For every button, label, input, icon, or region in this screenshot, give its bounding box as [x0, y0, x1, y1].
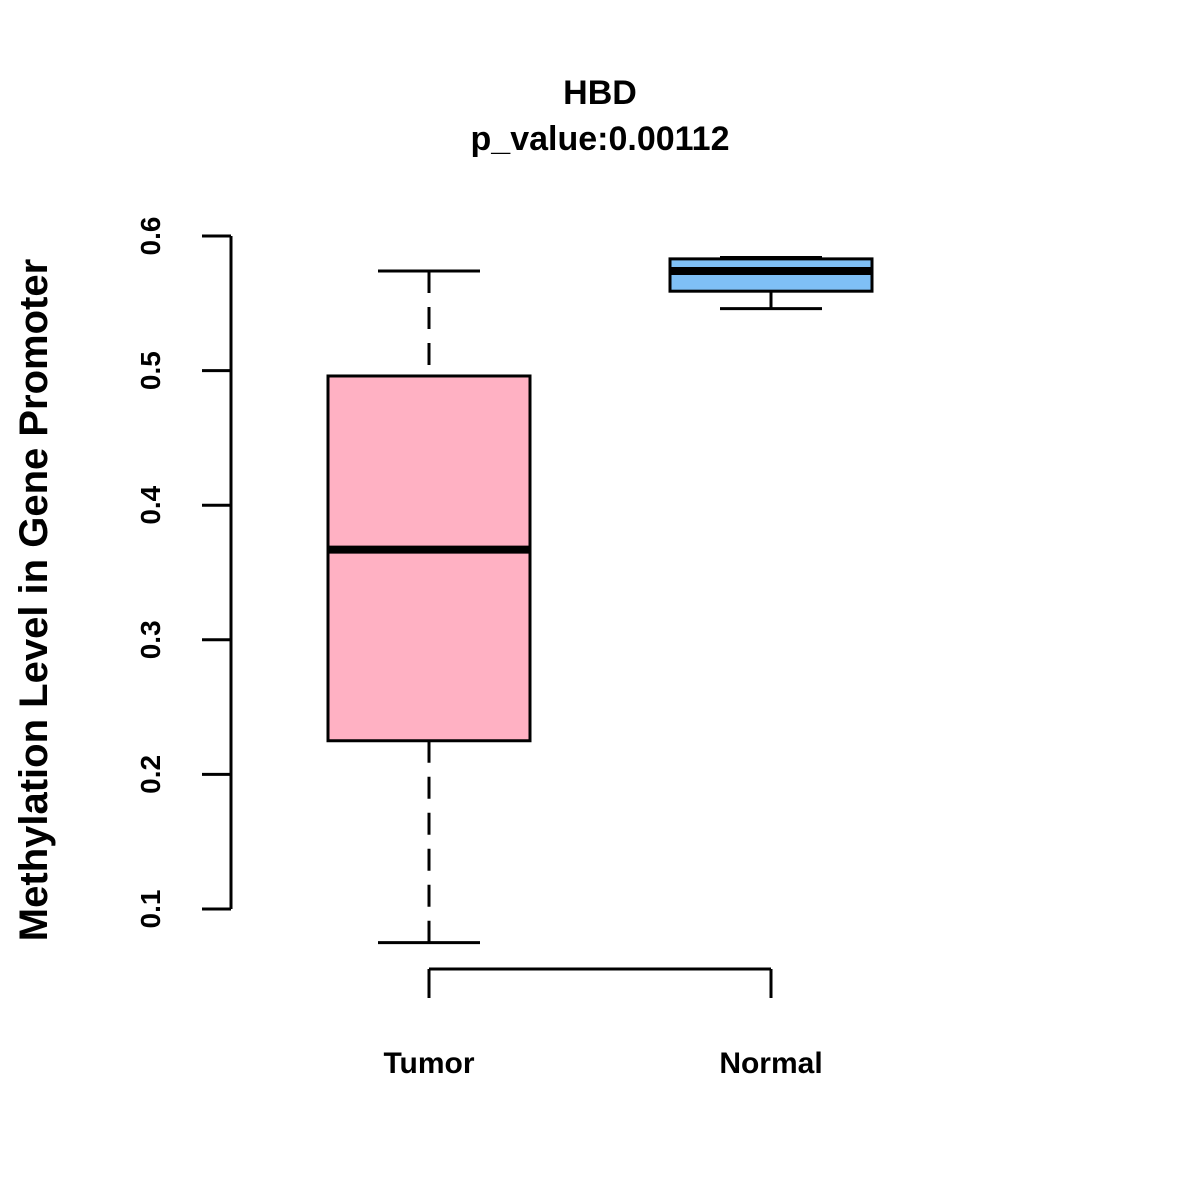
y-axis: 0.1 0.2 0.3 0.4 0.5 0.6	[135, 217, 233, 929]
chart-title: HBD	[563, 74, 637, 112]
x-axis: Tumor Normal	[383, 967, 823, 1080]
y-tick-label: 0.2	[135, 755, 166, 794]
y-tick-label: 0.3	[135, 620, 166, 659]
y-tick-label: 0.6	[135, 217, 166, 256]
iqr-box	[326, 374, 532, 743]
box-normal	[668, 256, 874, 311]
boxes	[326, 256, 874, 945]
iqr-box	[668, 257, 874, 293]
y-tick-label: 0.4	[135, 485, 166, 524]
chart-subtitle: p_value:0.00112	[471, 120, 730, 158]
y-axis-label: Methylation Level in Gene Promoter	[12, 259, 56, 941]
box-tumor	[326, 269, 532, 945]
x-tick-label-normal: Normal	[719, 1047, 822, 1080]
x-tick-label-tumor: Tumor	[383, 1047, 474, 1080]
y-tick-label: 0.1	[135, 890, 166, 929]
y-tick-label: 0.5	[135, 351, 166, 390]
